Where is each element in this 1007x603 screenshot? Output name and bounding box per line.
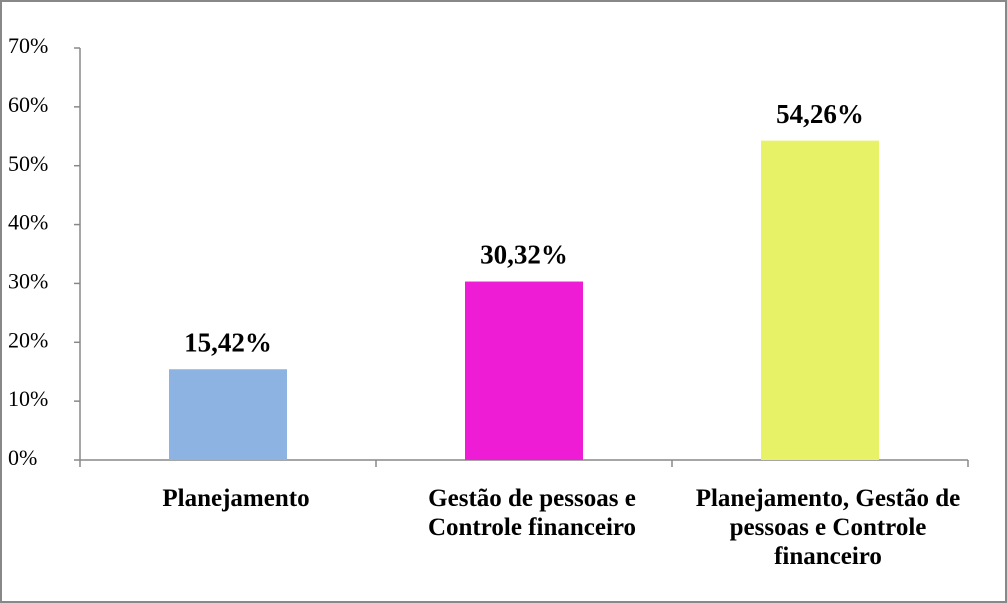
y-tick-label: 10%	[8, 386, 48, 411]
y-tick-label: 70%	[8, 33, 48, 58]
y-tick-label: 0%	[8, 445, 37, 470]
bar	[169, 369, 287, 460]
bar	[465, 281, 583, 460]
y-tick-label: 50%	[8, 151, 48, 176]
y-tick-label: 40%	[8, 210, 48, 235]
x-tick-label: Gestão de pessoas e Controle financeiro	[427, 485, 637, 541]
value-label: 15,42%	[184, 327, 272, 357]
y-tick-label: 60%	[8, 92, 48, 117]
bar	[761, 140, 879, 460]
x-tick-label: Planejamento, Gestão de pessoas e Contro…	[695, 485, 961, 570]
y-tick-label: 20%	[8, 327, 48, 352]
x-tick-label: Planejamento	[162, 485, 310, 512]
y-tick-label: 30%	[8, 268, 48, 293]
value-label: 54,26%	[776, 99, 864, 129]
value-label: 30,32%	[480, 240, 568, 270]
